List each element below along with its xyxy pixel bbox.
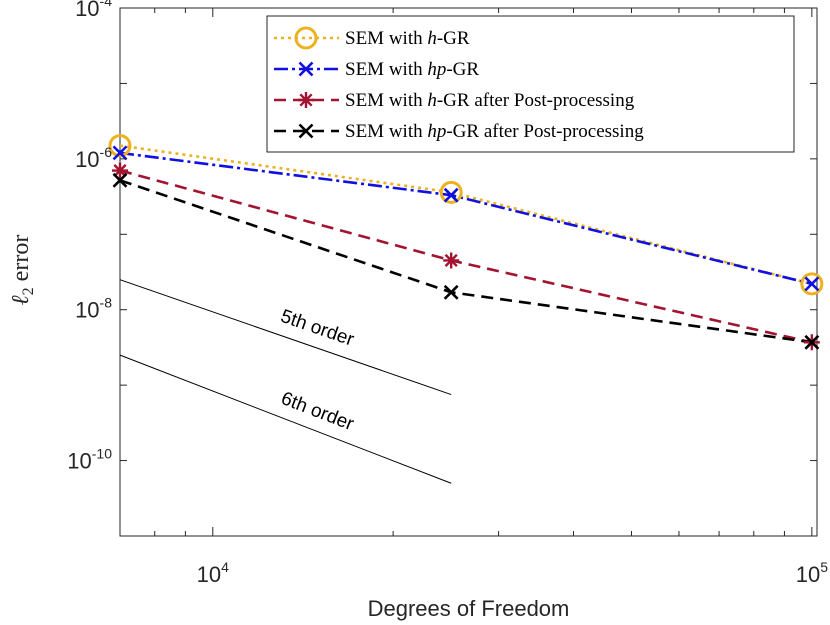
y-tick-label: 10-4 bbox=[75, 0, 112, 21]
legend-swatch-marker bbox=[298, 92, 314, 108]
series-1-point bbox=[800, 272, 824, 296]
series-3-point bbox=[112, 162, 128, 179]
y-tick-label: 10-8 bbox=[75, 295, 112, 323]
series-2-point bbox=[443, 187, 459, 203]
legend-entry-1: SEM with h-GR bbox=[345, 28, 470, 49]
series-4-point bbox=[443, 284, 459, 300]
series-2-point bbox=[112, 145, 128, 161]
y-tick-label: 10-10 bbox=[67, 446, 112, 474]
legend-box bbox=[266, 15, 795, 153]
series-4-point bbox=[804, 334, 820, 350]
x-axis-label: Degrees of Freedom bbox=[368, 596, 570, 621]
reference-line-6th bbox=[119, 354, 452, 484]
series-1-point bbox=[439, 180, 463, 204]
x-tick-label: 105 bbox=[796, 559, 828, 587]
series-2-point bbox=[804, 276, 820, 292]
legend-entry-3: SEM with h-GR after Post-processing bbox=[345, 90, 635, 111]
series-1-point bbox=[108, 134, 132, 158]
reference-line-5th bbox=[119, 279, 452, 396]
series-3-point bbox=[443, 252, 460, 269]
x-tick-label: 104 bbox=[197, 559, 229, 587]
series-4-point bbox=[112, 172, 128, 188]
y-axis-label: ℓ2 error bbox=[8, 235, 37, 306]
legend-swatch-marker bbox=[298, 61, 314, 77]
legend-swatch-marker bbox=[294, 26, 318, 50]
legend-swatch-marker bbox=[298, 123, 314, 139]
y-tick-label: 10-6 bbox=[75, 144, 112, 172]
legend-entry-4: SEM with hp-GR after Post-processing bbox=[345, 121, 644, 142]
legend-entry-2: SEM with hp-GR bbox=[345, 59, 479, 80]
